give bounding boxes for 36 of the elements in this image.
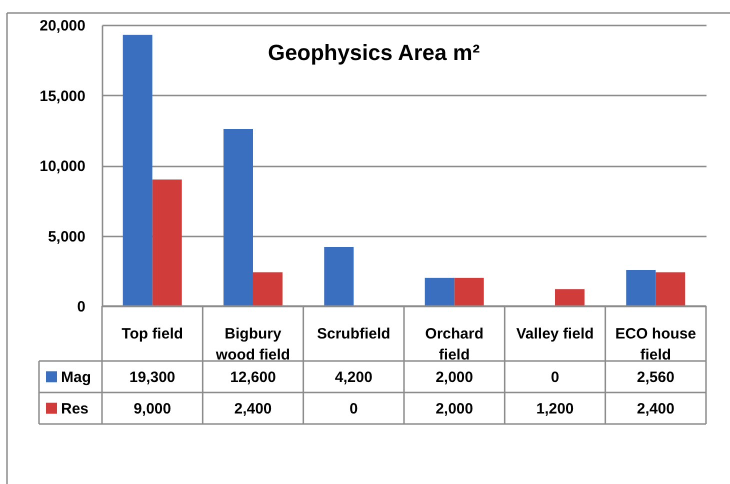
bar (122, 34, 152, 306)
bar (626, 270, 656, 306)
data-label: 2,400 (636, 400, 674, 418)
bar (656, 272, 686, 306)
data-label: 0 (550, 368, 560, 386)
legend-label: Res (61, 400, 89, 418)
data-label: 2,000 (436, 400, 474, 418)
data-label: 9,000 (134, 400, 172, 418)
y-tick-label: 15,000 (40, 88, 86, 105)
x-tick-label: ECO house field (615, 326, 696, 364)
bar (424, 278, 454, 306)
data-label: 19,300 (129, 368, 176, 386)
x-tick-label: Top field (122, 326, 184, 342)
x-tick-label: Scrubfield (316, 326, 390, 342)
x-tick-label: Bigbury wood field (214, 326, 290, 364)
y-tick-label: 5,000 (48, 228, 86, 246)
legend-label: Mag (61, 368, 91, 386)
bar (454, 278, 484, 306)
data-label: 2,560 (636, 368, 674, 386)
data-label: 4,200 (334, 368, 372, 386)
bar (224, 128, 253, 306)
bar (253, 272, 282, 306)
y-tick-label: 0 (77, 298, 86, 316)
data-label: 1,200 (536, 400, 574, 418)
data-label: 2,000 (436, 368, 474, 386)
data-label: 12,600 (230, 368, 276, 386)
data-label: 0 (349, 400, 358, 418)
y-tick-label: 20,000 (40, 18, 86, 34)
bar (324, 246, 354, 306)
bar (555, 289, 584, 306)
bar (152, 180, 182, 306)
x-tick-label: Orchard field (425, 326, 484, 364)
data-label: 2,400 (234, 400, 272, 418)
y-tick-label: 10,000 (40, 158, 86, 175)
text: Geophysics Area m² (268, 40, 480, 65)
x-tick-label: Valley field (516, 326, 594, 342)
